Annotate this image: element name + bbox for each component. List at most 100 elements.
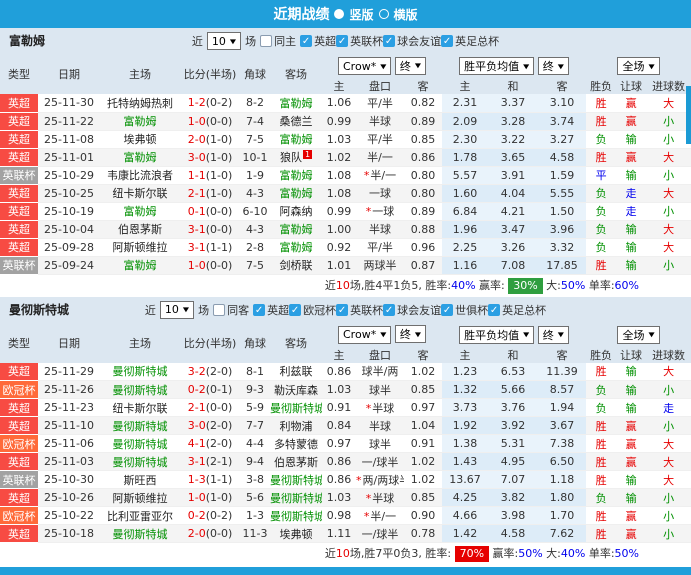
- team-link[interactable]: 埃弗顿: [123, 133, 157, 146]
- avg-select[interactable]: 胜平负均值 ▼: [459, 57, 535, 75]
- count-select[interactable]: 10 ▼: [159, 300, 195, 319]
- team-link[interactable]: 曼彻斯特城: [270, 473, 322, 487]
- opponent-team-cell: 埃弗顿: [100, 130, 180, 149]
- league-filter[interactable]: ✓ 英足总杯: [488, 302, 546, 318]
- team-link[interactable]: 曼彻斯特城: [112, 527, 168, 541]
- team-link[interactable]: 勒沃库森: [274, 383, 318, 397]
- checkbox-checked-icon[interactable]: ✓: [383, 303, 396, 316]
- team-link[interactable]: 比利亚雷亚尔: [107, 509, 173, 523]
- crow-select[interactable]: Crow* ▼: [338, 325, 392, 344]
- radio-horizontal-label[interactable]: 横版: [393, 7, 418, 22]
- team-link[interactable]: 伯恩茅斯: [118, 223, 162, 236]
- team-link[interactable]: 富勒姆: [123, 205, 157, 218]
- team-link[interactable]: 富勒姆: [279, 241, 313, 254]
- vertical-scrollbar-thumb[interactable]: [686, 86, 691, 144]
- team-link[interactable]: 斯旺西: [123, 473, 157, 487]
- same-venue-filter[interactable]: 同主: [260, 33, 296, 49]
- crow-select-group: Crow* ▼ 终 ▼: [322, 322, 443, 347]
- team-link[interactable]: 曼彻斯特城: [270, 509, 322, 523]
- team-link[interactable]: 富勒姆: [279, 187, 313, 200]
- team-link[interactable]: 韦康比流浪者: [107, 169, 173, 182]
- team-link[interactable]: 利兹联: [279, 365, 313, 379]
- odds-away: 0.89: [404, 202, 443, 221]
- radio-vertical-selected-icon[interactable]: [334, 9, 345, 19]
- league-filter[interactable]: ✓ 英足总杯: [441, 33, 499, 49]
- checkbox-checked-icon[interactable]: ✓: [336, 303, 349, 316]
- team-link[interactable]: 富勒姆: [123, 259, 157, 272]
- team-link[interactable]: 伯恩茅斯: [274, 455, 318, 469]
- team-link[interactable]: 阿森纳: [279, 205, 313, 218]
- team-link[interactable]: 曼彻斯特城: [112, 383, 168, 397]
- count-select[interactable]: 10 ▼: [206, 32, 242, 50]
- team-link[interactable]: 阿斯顿维拉: [112, 241, 168, 254]
- same-venue-filter[interactable]: 同客: [213, 302, 249, 318]
- team-link[interactable]: 剑桥联: [279, 259, 313, 272]
- league-filter[interactable]: ✓ 世俱杯: [441, 302, 488, 318]
- final-select[interactable]: 终 ▼: [394, 56, 427, 75]
- team-link[interactable]: 曼彻斯特城: [112, 455, 168, 469]
- league-filter[interactable]: ✓ 英联杯: [336, 33, 383, 49]
- result-handicap: 输: [616, 220, 647, 239]
- team-link[interactable]: 纽卡斯尔联: [112, 187, 168, 200]
- focus-team-cell: 富勒姆: [100, 148, 180, 167]
- team-link[interactable]: 曼彻斯特城: [112, 419, 168, 433]
- league-filter[interactable]: ✓ 球会友谊: [383, 302, 441, 318]
- team-link[interactable]: 富勒姆: [279, 96, 313, 110]
- crow-select[interactable]: Crow* ▼: [338, 57, 392, 76]
- final-select[interactable]: 终 ▼: [394, 325, 427, 344]
- result-outcome: 胜: [586, 524, 617, 543]
- team-link[interactable]: 富勒姆: [123, 151, 157, 164]
- checkbox-checked-icon[interactable]: ✓: [441, 35, 454, 47]
- team-link[interactable]: 曼彻斯特城: [270, 491, 322, 505]
- checkbox-checked-icon[interactable]: ✓: [289, 303, 302, 316]
- team-link[interactable]: 阿斯顿维拉: [112, 491, 168, 505]
- team-link[interactable]: 富勒姆: [123, 115, 157, 128]
- radio-horizontal-icon[interactable]: [378, 9, 389, 19]
- radio-vertical-label[interactable]: 竖版: [349, 7, 374, 22]
- avg-draw-odds: 4.04: [488, 184, 539, 203]
- col-odds-away: 客: [404, 346, 443, 363]
- odds-home: 0.92: [322, 238, 356, 257]
- team-link[interactable]: 桑德兰: [279, 115, 313, 128]
- corners: 9-4: [240, 452, 270, 471]
- league-filter[interactable]: ✓ 英联杯: [336, 302, 383, 318]
- team-link[interactable]: 富勒姆: [279, 223, 313, 236]
- team-link[interactable]: 曼彻斯特城: [112, 437, 168, 451]
- team-link[interactable]: 托特纳姆热刺: [107, 96, 173, 110]
- checkbox-unchecked-icon[interactable]: [213, 303, 226, 316]
- league-filter[interactable]: ✓ 欧冠杯: [289, 302, 336, 318]
- checkbox-checked-icon[interactable]: ✓: [383, 35, 396, 47]
- team-link[interactable]: 富勒姆: [279, 169, 313, 182]
- checkbox-checked-icon[interactable]: ✓: [488, 303, 501, 316]
- result-outcome: 负: [586, 184, 617, 203]
- avg-select[interactable]: 胜平负均值 ▼: [459, 325, 535, 344]
- team-summary: 近10场,胜4平1负5, 胜率:40% 赢率: 30% 大:50% 单率:60%: [0, 274, 691, 297]
- scope-select[interactable]: 全场 ▼: [617, 57, 660, 75]
- team-link[interactable]: 纽卡斯尔联: [112, 401, 168, 415]
- team-name: 富勒姆: [9, 34, 46, 48]
- scope-select[interactable]: 全场 ▼: [617, 325, 660, 344]
- corners: 1-9: [240, 166, 270, 185]
- team-link[interactable]: 狼队: [279, 151, 302, 164]
- team-link[interactable]: 曼彻斯特城: [270, 401, 322, 415]
- result-goals: 小: [646, 488, 691, 507]
- league-filter[interactable]: ✓ 球会友谊: [383, 33, 441, 49]
- league-filter[interactable]: ✓ 英超: [253, 302, 289, 318]
- result-handicap: 输: [616, 470, 647, 489]
- team-link[interactable]: 曼彻斯特城: [112, 365, 168, 379]
- checkbox-checked-icon[interactable]: ✓: [336, 35, 349, 47]
- checkbox-unchecked-icon[interactable]: [260, 35, 273, 47]
- league-filter[interactable]: ✓ 英超: [300, 33, 336, 49]
- league-badge: 英联杯: [0, 470, 38, 489]
- col-avg-home: 主: [442, 78, 489, 94]
- final-select[interactable]: 终 ▼: [537, 57, 569, 75]
- team-link[interactable]: 富勒姆: [279, 133, 313, 146]
- horizontal-scrollbar[interactable]: [0, 567, 691, 575]
- final-select[interactable]: 终 ▼: [537, 325, 569, 344]
- team-link[interactable]: 多特蒙德: [274, 437, 318, 451]
- checkbox-checked-icon[interactable]: ✓: [253, 303, 266, 316]
- checkbox-checked-icon[interactable]: ✓: [300, 35, 313, 47]
- team-link[interactable]: 利物浦: [279, 419, 313, 433]
- checkbox-checked-icon[interactable]: ✓: [441, 303, 454, 316]
- team-link[interactable]: 埃弗顿: [279, 527, 313, 541]
